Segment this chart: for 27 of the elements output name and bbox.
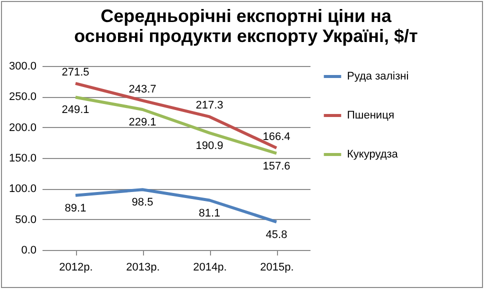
data-label: 98.5	[132, 196, 154, 209]
y-tick-label: 100.0	[8, 183, 36, 196]
data-label: 229.1	[128, 116, 156, 128]
data-label: 190.9	[196, 140, 224, 152]
data-label: 45.8	[266, 228, 288, 241]
chart-title: Середньорічні експортні ціни на основні продукти експорту Україні, $/т	[74, 6, 418, 46]
data-label: 217.3	[196, 100, 224, 112]
data-label: 243.7	[128, 84, 156, 96]
y-tick-label: 150.0	[8, 152, 36, 164]
legend-label: Пшениця	[347, 110, 394, 122]
data-label: 81.1	[198, 207, 220, 220]
y-tick-label: 300.0	[8, 60, 36, 72]
x-tick-label: 2014р.	[193, 262, 227, 274]
legend-label: Руда залізні	[347, 70, 409, 82]
x-tick-label: 2013р.	[126, 262, 160, 274]
y-tick-label: 250.0	[8, 91, 36, 104]
data-label: 249.1	[62, 104, 90, 116]
data-label: 89.1	[64, 202, 86, 214]
y-tick-label: 0.0	[21, 244, 36, 256]
data-label: 166.4	[262, 130, 290, 143]
legend-label: Кукурудза	[347, 148, 399, 160]
y-tick-label: 50.0	[15, 214, 36, 226]
x-tick-label: 2012р.	[59, 262, 93, 274]
data-label: 271.5	[62, 66, 90, 78]
y-tick-label: 200.0	[8, 122, 36, 134]
x-tick-label: 2015р.	[260, 262, 294, 274]
data-label: 157.6	[262, 160, 290, 172]
